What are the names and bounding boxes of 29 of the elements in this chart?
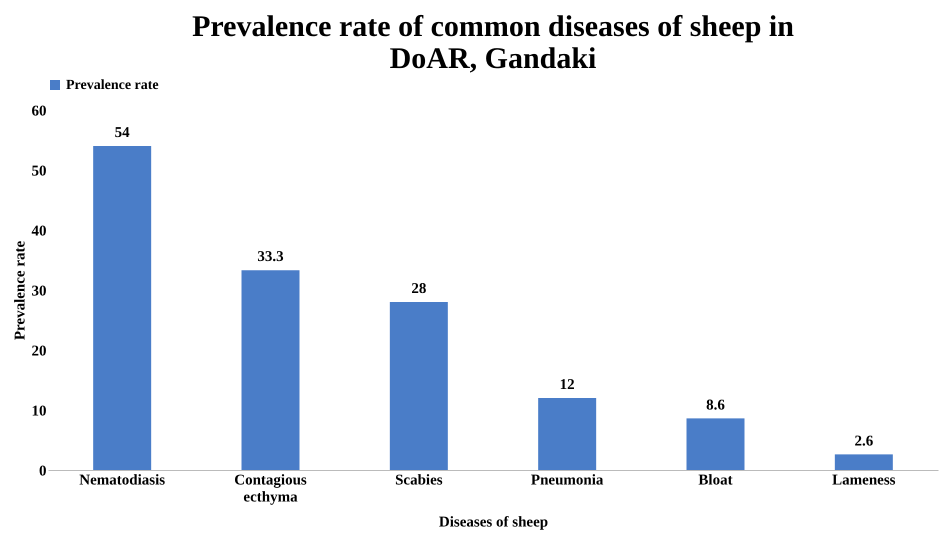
bar: [390, 302, 448, 470]
x-tick-label: Contagious ecthyma: [234, 472, 307, 506]
bar: [834, 454, 893, 470]
y-tick-label: 0: [39, 464, 46, 480]
bar: [93, 146, 152, 470]
data-label: 12: [560, 377, 575, 393]
y-tick-label: 30: [32, 284, 46, 300]
legend-label: Prevalence rate: [66, 78, 159, 93]
data-label: 33.3: [257, 249, 284, 266]
y-axis-title: Prevalence rate: [12, 240, 28, 340]
y-tick-label: 10: [32, 404, 46, 420]
data-label: 8.6: [706, 397, 726, 414]
x-tick-label: Nematodiasis: [79, 472, 166, 488]
x-tick-label: Bloat: [698, 472, 733, 488]
y-tick-label: 50: [32, 164, 46, 180]
y-tick-label: 20: [32, 344, 46, 360]
x-tick-label: Scabies: [395, 472, 443, 488]
data-label: 28: [411, 281, 426, 297]
x-tick-label: Pneumonia: [530, 472, 604, 488]
x-axis-title: Diseases of sheep: [438, 514, 548, 530]
chart-title: Prevalence rate of common diseases of sheep in DoAR, Gandaki: [192, 10, 794, 75]
bar: [686, 418, 744, 470]
bar: [538, 398, 596, 470]
bar: [242, 270, 300, 470]
y-tick-label: 40: [32, 224, 46, 240]
data-label: 54: [114, 125, 130, 141]
x-tick-label: Lameness: [832, 472, 896, 488]
y-tick-label: 60: [32, 104, 46, 120]
data-label: 2.6: [854, 433, 874, 450]
